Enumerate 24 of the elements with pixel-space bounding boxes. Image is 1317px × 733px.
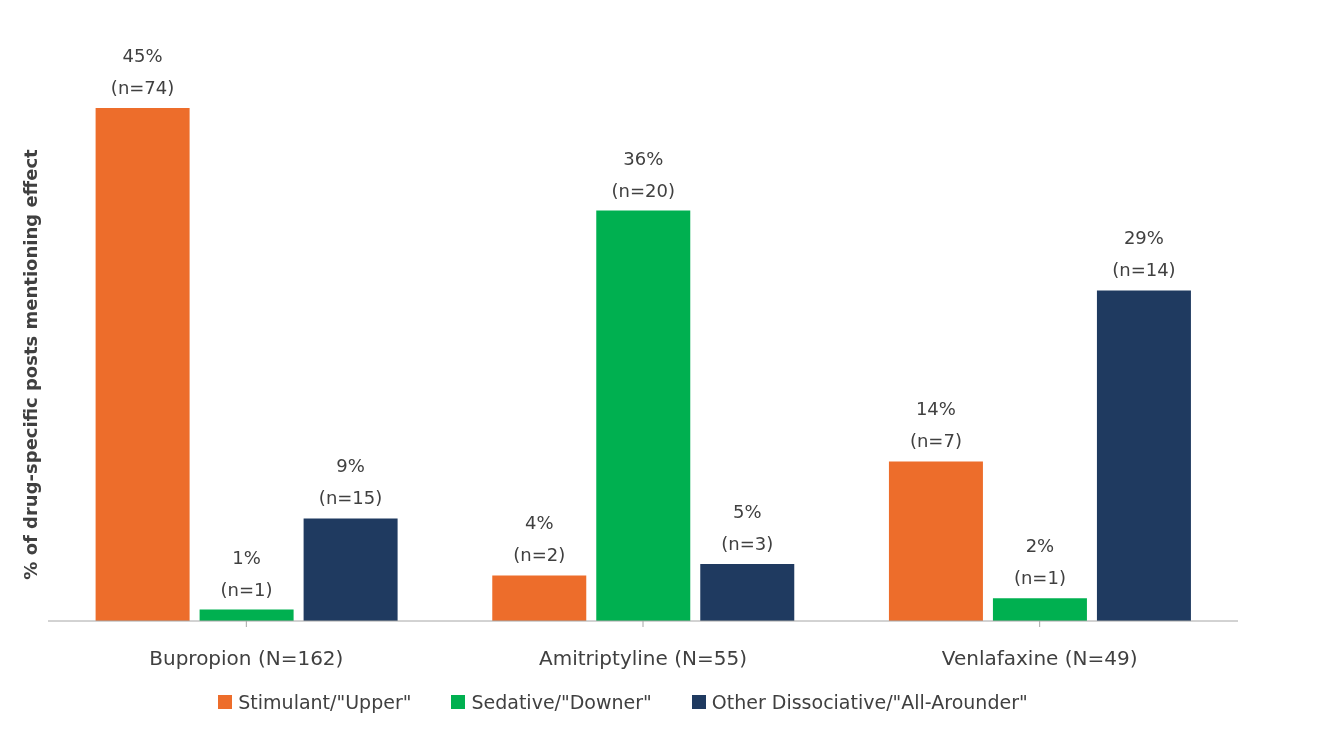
y-axis-title: % of drug-specific posts mentioning effect <box>20 148 42 580</box>
data-label: 45% (n=74) <box>110 45 175 98</box>
data-label: 9% (n=15) <box>318 455 383 509</box>
bar <box>1096 290 1191 621</box>
data-label: 36% (n=20) <box>611 147 675 201</box>
bar <box>95 108 190 621</box>
x-tick-label: Bupropion (N=162) <box>149 646 344 671</box>
data-label: 14% (n=7) <box>909 398 962 452</box>
bar <box>596 210 691 621</box>
data-label: 4% (n=2) <box>513 512 566 566</box>
bar <box>492 575 587 621</box>
data-label: 1% (n=1) <box>220 546 273 600</box>
data-label: 5% (n=3) <box>721 501 774 554</box>
bar <box>992 598 1087 621</box>
legend-label: Stimulant/"Upper" <box>237 691 412 713</box>
x-tick-label: Amitriptyline (N=55) <box>539 646 747 671</box>
bar <box>700 564 795 621</box>
bar <box>888 461 983 621</box>
legend-label: Other Dissociative/"All-Arounder" <box>710 691 1028 713</box>
legend-label: Sedative/"Downer" <box>470 691 652 713</box>
bar <box>303 518 398 621</box>
data-label: 29% (n=14) <box>1112 227 1176 281</box>
x-tick-label: Venlafaxine (N=49) <box>941 646 1138 671</box>
data-label: 2% (n=1) <box>1013 535 1066 589</box>
